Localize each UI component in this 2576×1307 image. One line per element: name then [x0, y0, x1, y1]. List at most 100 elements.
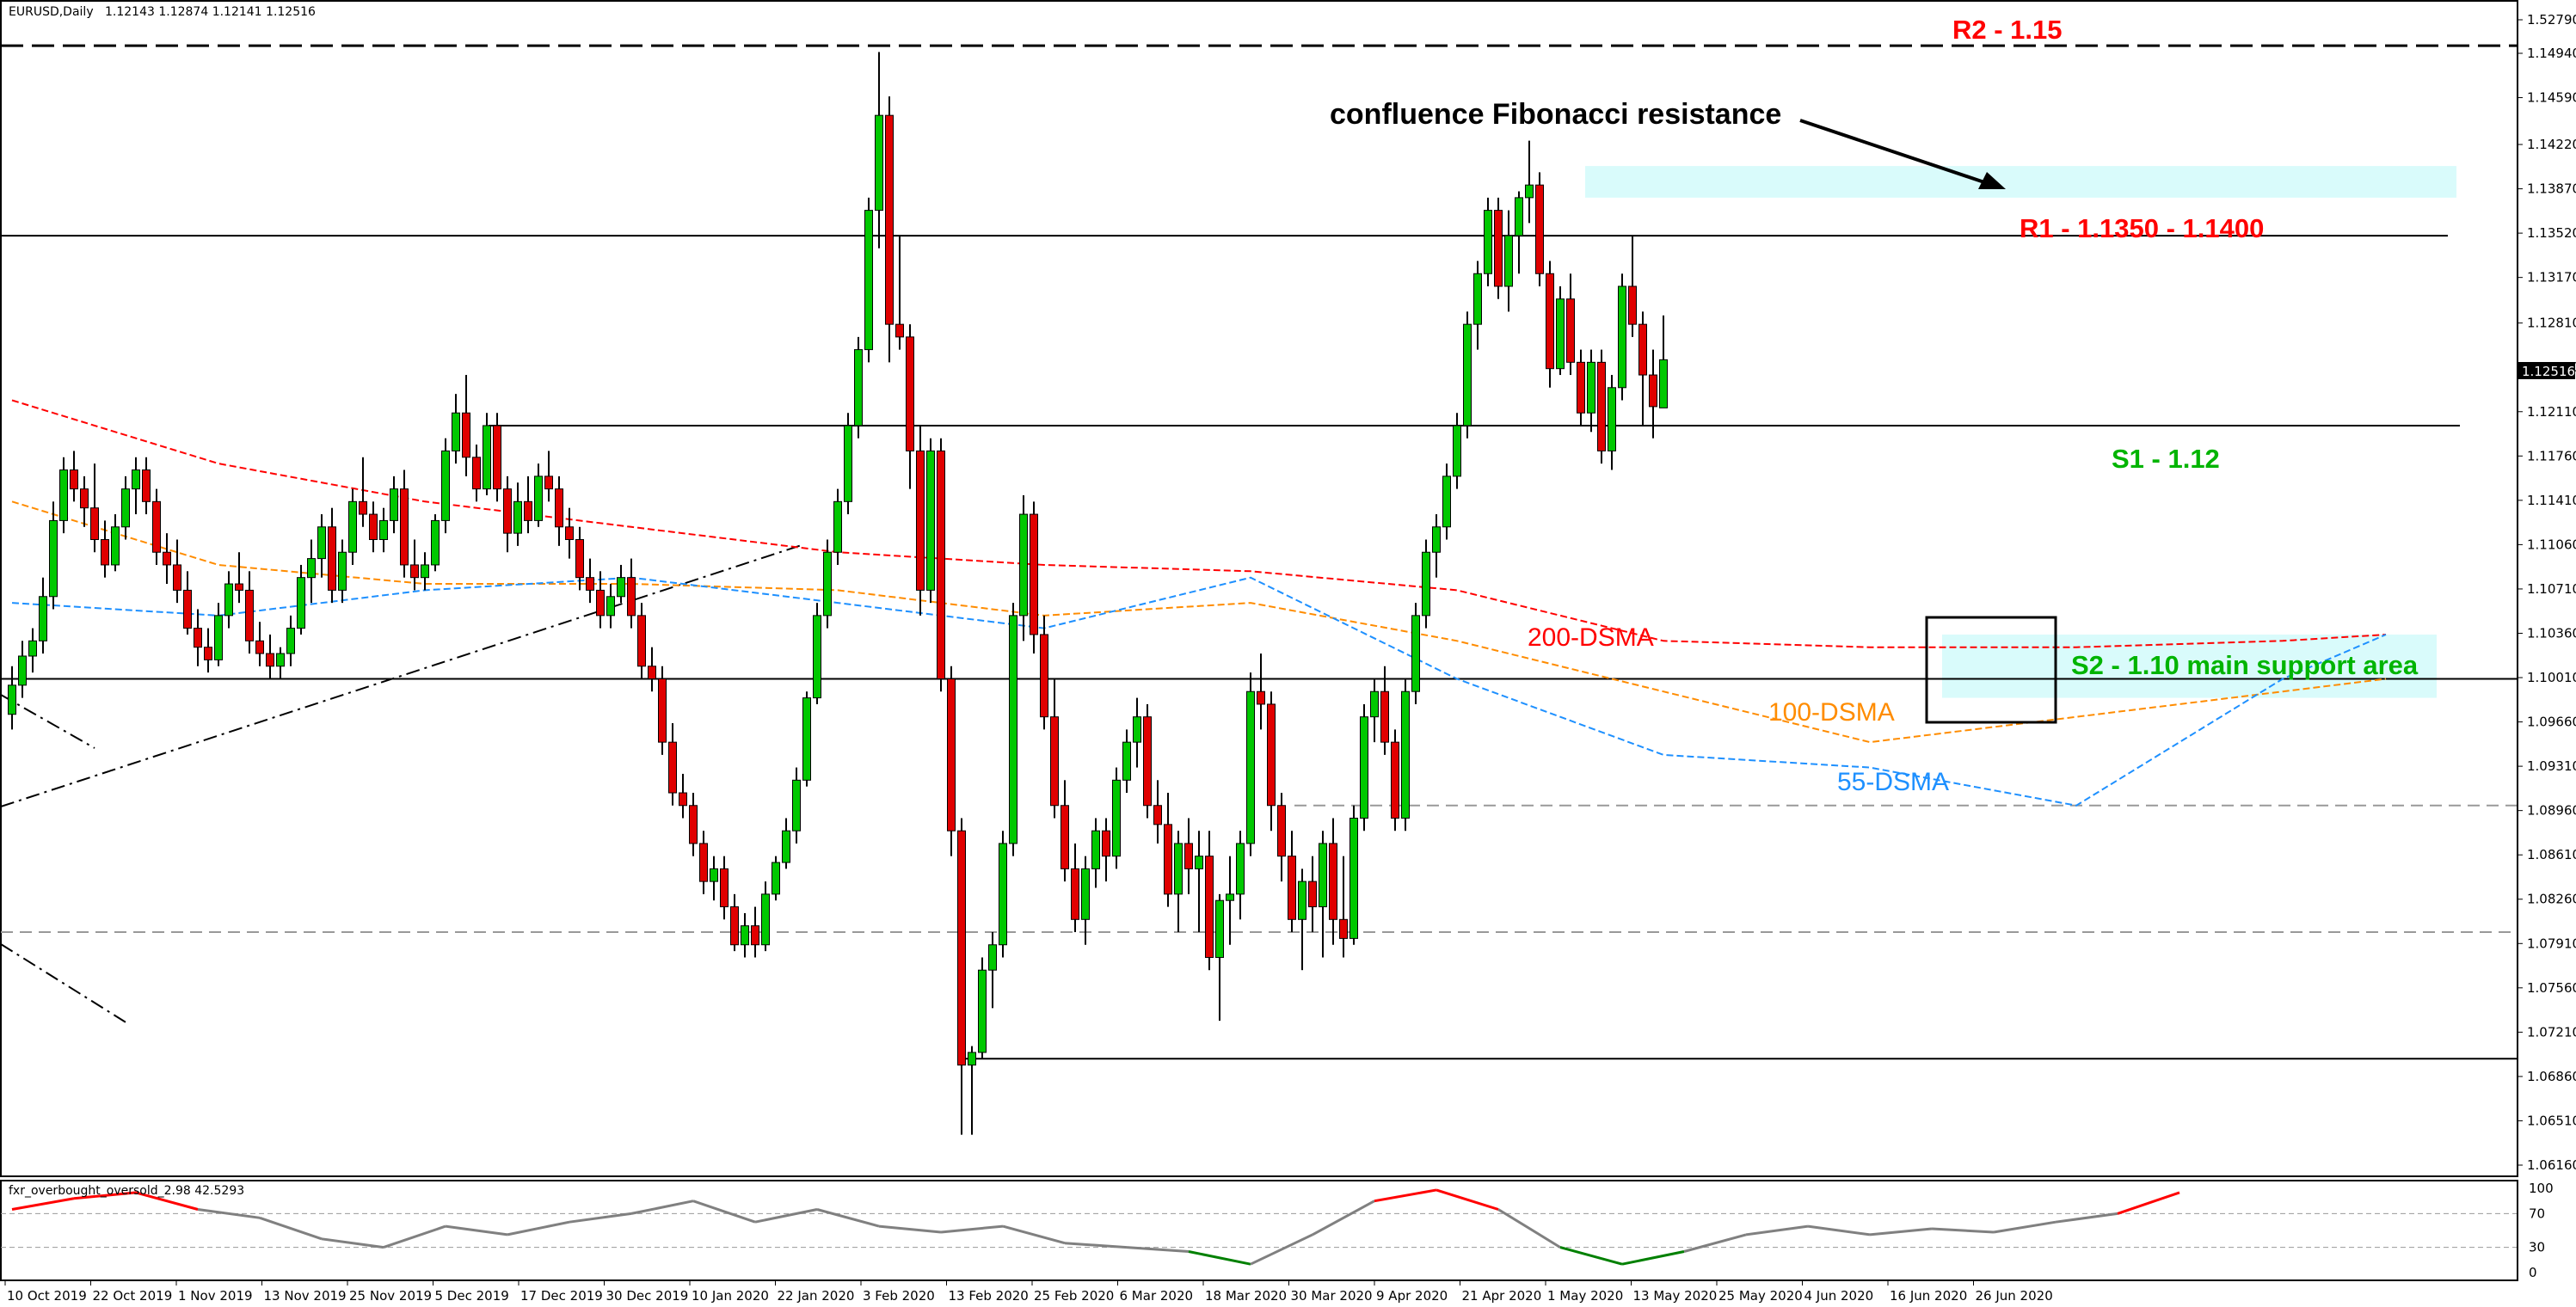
osc-segment — [1188, 1250, 1251, 1266]
candle-body — [369, 513, 378, 541]
candle — [59, 457, 68, 534]
candle — [730, 893, 739, 952]
osc-segment — [321, 1237, 384, 1249]
candle — [844, 413, 852, 515]
price-tick-label: 1.13170 — [2527, 270, 2576, 285]
candle — [400, 469, 409, 578]
candle — [1102, 818, 1110, 882]
time-tick-label: 9 Apr 2020 — [1376, 1288, 1448, 1304]
candle — [1473, 261, 1482, 350]
candle-body — [1277, 805, 1286, 857]
candle — [431, 514, 440, 572]
candle-body — [1308, 881, 1317, 908]
candle-body — [452, 412, 460, 451]
candle-body — [224, 583, 233, 617]
candle — [1432, 514, 1441, 578]
osc-segment — [1745, 1224, 1809, 1236]
candle-body — [1050, 716, 1059, 807]
candle — [648, 647, 656, 692]
candle-body — [978, 969, 987, 1053]
candle — [1184, 818, 1193, 894]
time-tick-label: 1 May 2020 — [1547, 1288, 1623, 1304]
candle-body — [1515, 197, 1523, 236]
oscillator — [1, 1188, 2517, 1266]
candle-body — [761, 893, 770, 946]
candle — [1494, 197, 1503, 299]
candle-body — [441, 450, 450, 521]
candle-body — [1391, 741, 1399, 819]
candle-body — [163, 551, 171, 566]
candle — [1577, 349, 1585, 426]
osc-segment — [692, 1200, 756, 1224]
price-tick-label: 1.10360 — [2527, 625, 2576, 641]
fib-annotation: confluence Fibonacci resistance — [1330, 98, 1781, 131]
candle — [916, 425, 925, 616]
price-tick-label: 1.08960 — [2527, 803, 2576, 819]
candle-body — [255, 640, 264, 654]
osc-segment — [1931, 1227, 1995, 1234]
candle — [173, 539, 181, 604]
osc-segment — [1064, 1242, 1128, 1249]
candle-body — [813, 615, 821, 699]
candle-body — [410, 564, 419, 579]
candle — [235, 552, 243, 604]
osc-tick-label: 0 — [2529, 1265, 2537, 1280]
candle-body — [379, 519, 388, 541]
candle — [1442, 463, 1451, 540]
candle — [1484, 197, 1492, 286]
candle — [802, 691, 811, 787]
ma200-label: 200-DSMA — [1528, 623, 1654, 652]
candle-body — [59, 469, 68, 521]
osc-segment — [2117, 1191, 2180, 1215]
candle-body — [1597, 361, 1606, 451]
candle-body — [555, 488, 563, 528]
candle — [741, 912, 749, 958]
candle — [1515, 191, 1523, 274]
candle — [555, 476, 563, 546]
osc-segment — [1993, 1220, 2056, 1234]
candle-body — [648, 666, 656, 679]
candle — [1453, 413, 1461, 489]
candle-body — [80, 488, 89, 509]
candle — [1277, 793, 1286, 882]
candle — [307, 539, 316, 604]
osc-segment — [1683, 1233, 1747, 1253]
osc-segment — [73, 1191, 137, 1200]
candle-body — [1226, 893, 1234, 901]
candle-body — [338, 551, 347, 591]
candle-body — [493, 425, 501, 490]
candle — [1009, 603, 1017, 856]
osc-segment — [878, 1224, 942, 1234]
candle — [1174, 831, 1183, 933]
candle — [513, 482, 522, 546]
osc-segment — [11, 1197, 75, 1211]
price-tick-label: 1.08260 — [2527, 892, 2576, 907]
price-tick-label: 1.10010 — [2527, 670, 2576, 685]
candle-body — [575, 539, 584, 579]
candle-body — [276, 653, 285, 667]
candle-body — [1339, 918, 1348, 939]
time-tick-label: 13 May 2020 — [1633, 1288, 1718, 1304]
osc-segment — [630, 1200, 694, 1215]
candle — [524, 476, 532, 534]
candle-body — [885, 114, 894, 325]
time-tick-label: 18 Mar 2020 — [1205, 1288, 1287, 1304]
svg-text:1.12516: 1.12516 — [2522, 364, 2575, 379]
price-tick-label: 1.08610 — [2527, 847, 2576, 862]
ohlc-readout: 1.12143 1.12874 1.12141 1.12516 — [105, 5, 316, 19]
candle — [421, 552, 429, 591]
candle — [1267, 691, 1276, 831]
candle-body — [121, 488, 130, 528]
candle-body — [844, 425, 852, 502]
candle-body — [637, 615, 646, 667]
candle — [792, 767, 801, 844]
zones — [1585, 166, 2456, 698]
candle-body — [1319, 843, 1327, 908]
candle-body — [1184, 843, 1193, 869]
osc-segment — [1621, 1250, 1685, 1266]
trendline-2 — [0, 943, 128, 1024]
price-tick-label: 1.07210 — [2527, 1024, 2576, 1040]
candle-body — [307, 558, 316, 579]
candle — [586, 558, 594, 604]
candle — [152, 488, 161, 565]
